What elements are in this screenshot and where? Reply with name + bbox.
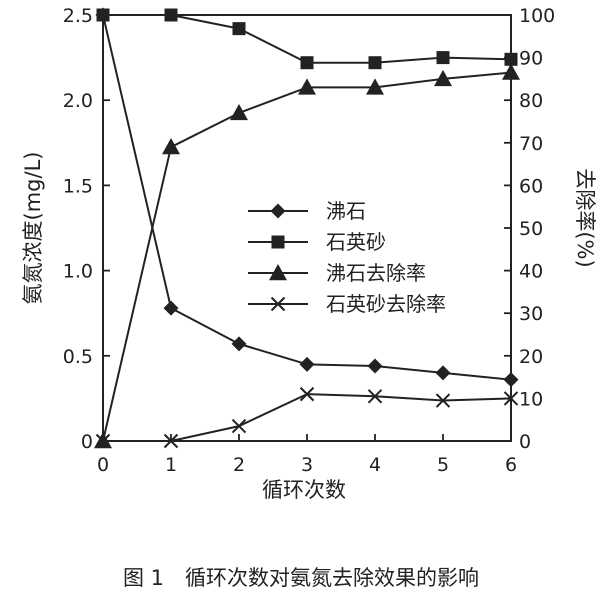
y-right-tick-label: 30 bbox=[519, 303, 543, 325]
data-point bbox=[95, 433, 111, 449]
data-point bbox=[434, 69, 452, 87]
x-tick-label: 5 bbox=[437, 454, 449, 476]
data-point bbox=[231, 336, 247, 352]
y-right-tick-label: 40 bbox=[519, 261, 543, 283]
series-line bbox=[102, 14, 512, 381]
data-point bbox=[503, 391, 519, 406]
y-axis-right-title: 去除率(%) bbox=[573, 168, 597, 267]
data-point bbox=[298, 78, 316, 95]
series bbox=[94, 7, 520, 449]
legend-entry: 沸石去除率 bbox=[248, 261, 426, 285]
ticks: 0 1 2 3 4 5 600.51.01.52.02.501020304050607080… bbox=[63, 5, 555, 476]
y-left-tick-label: 1.5 bbox=[63, 175, 93, 197]
y-axis-left-title: 氨氮浓度(mg/L) bbox=[21, 152, 45, 305]
x-marker-stroke bbox=[435, 393, 451, 408]
data-point bbox=[436, 51, 450, 65]
series-1 bbox=[95, 7, 519, 388]
legend-marker bbox=[270, 296, 286, 312]
y-left-tick-label: 1.0 bbox=[63, 261, 93, 283]
x-marker-stroke bbox=[231, 418, 247, 434]
legend-entry: 石英砂 bbox=[248, 230, 386, 254]
data-point bbox=[299, 356, 315, 372]
series-line bbox=[103, 393, 512, 442]
data-point bbox=[367, 358, 383, 374]
legend-label: 石英砂去除率 bbox=[326, 292, 446, 316]
series-line bbox=[103, 14, 512, 64]
series-4 bbox=[95, 386, 519, 449]
x-marker-stroke bbox=[163, 433, 179, 449]
y-left-tick-label: 2.5 bbox=[63, 5, 93, 27]
x-tick-label: 0 bbox=[97, 454, 109, 476]
data-point bbox=[230, 103, 248, 121]
data-point bbox=[502, 63, 520, 80]
data-point bbox=[164, 8, 178, 22]
data-point bbox=[504, 52, 518, 66]
series-line bbox=[102, 71, 512, 442]
series-2 bbox=[96, 8, 518, 70]
y-right-tick-label: 80 bbox=[519, 90, 543, 112]
data-point bbox=[503, 372, 519, 388]
y-right-tick-label: 70 bbox=[519, 133, 543, 155]
x-axis-title: 循环次数 bbox=[262, 478, 346, 502]
data-point bbox=[300, 56, 314, 70]
y-right-tick-label: 60 bbox=[519, 175, 543, 197]
x-tick-label: 2 bbox=[233, 454, 245, 476]
x-marker-stroke bbox=[503, 391, 519, 406]
legend-label: 沸石 bbox=[326, 199, 366, 223]
data-point bbox=[96, 8, 110, 22]
y-right-tick-label: 10 bbox=[519, 388, 543, 410]
y-left-tick-label: 0.5 bbox=[63, 346, 93, 368]
y-right-tick-label: 100 bbox=[519, 5, 555, 27]
legend-marker bbox=[271, 235, 285, 249]
data-point bbox=[232, 22, 246, 36]
data-point bbox=[368, 56, 382, 70]
legend-entry: 沸石 bbox=[248, 199, 366, 223]
legend-label: 石英砂 bbox=[326, 230, 386, 254]
y-right-tick-label: 90 bbox=[519, 48, 543, 70]
x-tick-label: 1 bbox=[165, 454, 177, 476]
x-marker-stroke bbox=[367, 389, 383, 404]
y-right-tick-label: 0 bbox=[519, 431, 531, 453]
x-tick-label: 3 bbox=[301, 454, 313, 476]
x-marker-stroke bbox=[95, 433, 111, 449]
x-tick-label: 6 bbox=[505, 454, 517, 476]
data-point bbox=[435, 365, 451, 381]
x-marker-stroke bbox=[299, 386, 315, 402]
y-right-tick-label: 50 bbox=[519, 218, 543, 240]
y-right-tick-label: 20 bbox=[519, 346, 543, 368]
y-left-tick-label: 0 bbox=[81, 431, 93, 453]
data-point bbox=[299, 386, 315, 402]
data-point bbox=[163, 433, 179, 449]
series-3 bbox=[94, 63, 520, 449]
x-marker-stroke bbox=[270, 296, 286, 312]
data-point bbox=[366, 78, 384, 95]
data-point bbox=[435, 393, 451, 408]
legend-marker bbox=[270, 203, 286, 219]
x-tick-label: 4 bbox=[369, 454, 381, 476]
legend-entry: 石英砂去除率 bbox=[248, 292, 446, 316]
data-point bbox=[367, 389, 383, 404]
data-point bbox=[163, 300, 179, 316]
legend-label: 沸石去除率 bbox=[326, 261, 426, 285]
data-point bbox=[162, 138, 180, 155]
legend-marker bbox=[269, 264, 287, 281]
y-left-tick-label: 2.0 bbox=[63, 90, 93, 112]
data-point bbox=[231, 418, 247, 434]
figure-caption: 图 1 循环次数对氨氮去除效果的影响 bbox=[123, 566, 479, 590]
